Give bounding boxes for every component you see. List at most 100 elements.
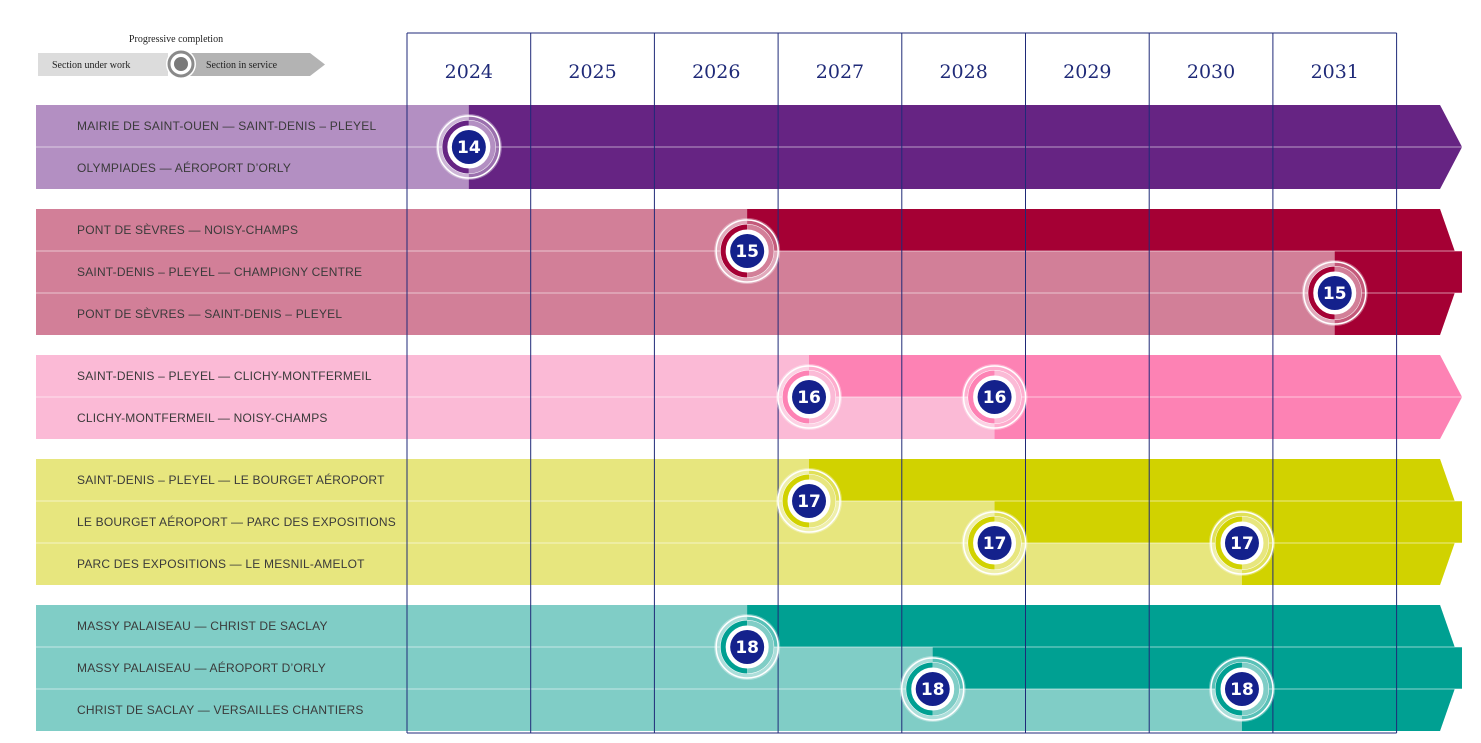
line-17-service-segment <box>809 459 1455 501</box>
marker-line-badge <box>792 484 827 518</box>
marker-halo-ring <box>437 115 501 179</box>
section-label: OLYMPIADES — AÉROPORT D’ORLY <box>77 160 291 175</box>
year-label: 2027 <box>816 61 864 83</box>
line-17-service-segment <box>1241 543 1455 585</box>
marker-line-badge <box>915 672 950 706</box>
marker-line-number: 17 <box>1230 534 1254 554</box>
marker-progress-arc <box>1308 266 1335 320</box>
marker-progress-arc <box>442 120 469 174</box>
year-label: 2031 <box>1311 61 1359 83</box>
line-16-band <box>36 355 1462 439</box>
marker-line-number: 16 <box>983 388 1007 408</box>
line-16-service-segment <box>809 355 1462 397</box>
line-14-marker: 14 <box>435 114 502 180</box>
marker-halo-ring <box>1210 511 1274 575</box>
line-16-marker: 16 <box>961 364 1028 430</box>
section-label: SAINT-DENIS – PLEYEL — LE BOURGET AÉROPO… <box>77 472 385 487</box>
marker-line-badge <box>1224 526 1259 560</box>
marker-progress-arc <box>720 224 748 278</box>
line-14-service-segment <box>468 105 1463 147</box>
section-label: CHRIST DE SACLAY — VERSAILLES CHANTIERS <box>77 703 364 717</box>
line-18-service-segment <box>1241 689 1455 731</box>
section-label: SAINT-DENIS – PLEYEL — CHAMPIGNY CENTRE <box>77 265 362 279</box>
marker-progress-arc <box>1215 516 1243 570</box>
marker-halo-ring <box>777 469 841 533</box>
marker-progress-arc <box>968 370 995 424</box>
line-17-marker: 17 <box>776 468 843 534</box>
legend: Progressive completion Section under wor… <box>38 34 325 79</box>
marker-line-number: 15 <box>735 242 759 262</box>
marker-halo-ring <box>1210 657 1274 721</box>
line-14-band <box>36 105 1463 189</box>
marker-halo-ring <box>715 615 779 679</box>
marker-line-badge <box>730 630 765 664</box>
marker-line-badge <box>977 526 1012 560</box>
marker-halo-ring <box>900 657 965 721</box>
section-label: LE BOURGET AÉROPORT — PARC DES EXPOSITIO… <box>77 514 396 529</box>
marker-pending-arc <box>747 620 774 674</box>
line-17-marker: 17 <box>1208 510 1275 576</box>
line-15-marker: 15 <box>1301 260 1368 326</box>
line-16-service-segment <box>994 397 1462 439</box>
line-17-marker: 17 <box>961 510 1028 576</box>
line-18-marker: 18 <box>714 614 781 680</box>
marker-line-number: 16 <box>797 388 821 408</box>
line-16-marker: 16 <box>776 364 843 430</box>
marker-progress-arc <box>720 620 748 674</box>
marker-line-number: 17 <box>797 492 821 512</box>
marker-pending-arc <box>808 474 836 528</box>
marker-line-number: 17 <box>983 534 1007 554</box>
section-label: MAIRIE DE SAINT-OUEN — SAINT-DENIS – PLE… <box>77 119 376 133</box>
marker-pending-arc <box>994 516 1021 570</box>
line-15-service-segment <box>1334 293 1455 335</box>
marker-line-number: 18 <box>921 680 945 700</box>
marker-halo-ring <box>962 511 1027 575</box>
marker-pending-arc <box>932 662 960 716</box>
line-18-service-segment <box>932 647 1462 689</box>
section-label: MASSY PALAISEAU — AÉROPORT D’ORLY <box>77 660 326 675</box>
marker-pending-arc <box>1241 516 1269 570</box>
marker-pending-arc <box>994 370 1021 424</box>
line-15-service-segment <box>1334 251 1462 293</box>
line-15-service-segment <box>747 209 1455 251</box>
marker-progress-arc <box>782 474 810 528</box>
legend-marker-outline <box>167 50 195 78</box>
year-label: 2028 <box>939 61 987 83</box>
legend-marker-dot <box>174 57 188 71</box>
year-grid: 2024 2025 2026 2027 2028 2029 2030 2031 <box>406 32 1398 734</box>
section-label: PONT DE SÈVRES — SAINT-DENIS – PLEYEL <box>77 306 342 321</box>
section-label: SAINT-DENIS – PLEYEL — CLICHY-MONTFERMEI… <box>77 369 372 383</box>
line-15-marker: 15 <box>714 218 781 284</box>
marker-halo-ring <box>1303 261 1367 325</box>
marker-line-number: 18 <box>1230 680 1254 700</box>
marker-progress-arc <box>1215 662 1243 716</box>
marker-progress-arc <box>968 516 995 570</box>
section-label: CLICHY-MONTFERMEIL — NOISY-CHAMPS <box>77 411 328 425</box>
marker-pending-arc <box>468 120 496 174</box>
year-label: 2029 <box>1063 61 1111 83</box>
marker-line-number: 15 <box>1323 284 1347 304</box>
marker-line-badge <box>792 380 827 414</box>
marker-halo-ring <box>962 365 1027 429</box>
marker-line-badge <box>451 130 486 164</box>
marker-line-number: 18 <box>735 638 759 658</box>
section-labels: MAIRIE DE SAINT-OUEN — SAINT-DENIS – PLE… <box>77 119 396 717</box>
year-label: 2030 <box>1187 61 1235 83</box>
section-label: PONT DE SÈVRES — NOISY-CHAMPS <box>77 222 298 237</box>
marker-pending-arc <box>1334 266 1362 320</box>
marker-halo-ring <box>715 219 779 283</box>
marker-halo-ring <box>777 365 841 429</box>
year-label: 2026 <box>692 61 740 83</box>
line-18-marker: 18 <box>1208 656 1275 722</box>
legend-in-service-swatch <box>172 53 325 76</box>
legend-title: Progressive completion <box>129 34 223 45</box>
marker-pending-arc <box>747 224 774 278</box>
section-label: MASSY PALAISEAU — CHRIST DE SACLAY <box>77 619 328 633</box>
marker-line-badge <box>730 234 765 268</box>
legend-in-service-label: Section in service <box>206 60 278 71</box>
marker-progress-arc <box>906 662 933 716</box>
marker-pending-arc <box>1241 662 1269 716</box>
year-label: 2024 <box>445 61 493 83</box>
section-label: PARC DES EXPOSITIONS — LE MESNIL-AMELOT <box>77 557 365 571</box>
